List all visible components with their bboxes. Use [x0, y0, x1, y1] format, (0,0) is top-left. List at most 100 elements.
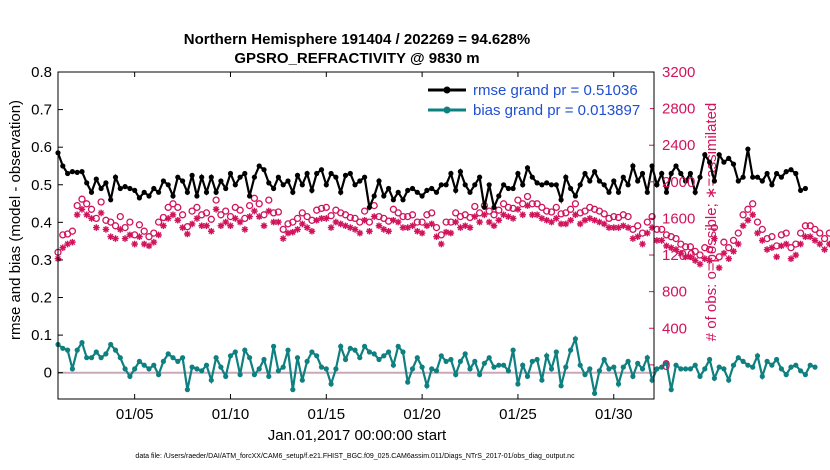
rmse-point	[386, 185, 392, 192]
rmse-point	[136, 195, 142, 201]
obs-assimilated-point	[605, 224, 613, 231]
obs-possible-point	[250, 194, 259, 202]
obs-assimilated-point	[452, 218, 459, 226]
rmse-point	[759, 178, 765, 184]
bias-point	[247, 355, 253, 361]
obs-assimilated-point	[313, 216, 321, 224]
obs-possible-point	[686, 243, 695, 251]
obs-assimilated-point	[529, 211, 536, 219]
rmse-point	[745, 146, 751, 152]
obs-assimilated-point	[476, 218, 483, 226]
y-left-tick-label: 0.2	[31, 290, 52, 307]
bias-point	[357, 355, 363, 361]
bias-point	[318, 364, 325, 370]
bias-point	[515, 381, 521, 387]
obs-assimilated-point	[69, 238, 76, 246]
rmse-point	[247, 193, 253, 199]
bias-point	[687, 366, 694, 372]
rmse-point	[505, 185, 511, 192]
obs-possible-point	[634, 222, 642, 230]
rmse-point	[208, 174, 214, 180]
chart-subtitle: GPSRO_REFRACTIVITY @ 9830 m	[234, 50, 479, 67]
obs-possible-point	[452, 209, 460, 217]
x-tick-label: 01/20	[403, 406, 441, 423]
obs-assimilated-point	[744, 216, 752, 224]
obs-possible-point	[389, 205, 398, 213]
obs-assimilated-point	[730, 248, 737, 255]
rmse-point	[572, 193, 579, 199]
obs-possible-point	[538, 203, 546, 212]
obs-possible-point	[681, 243, 690, 251]
obs-assimilated-point	[107, 233, 115, 241]
obs-assimilated-point	[687, 253, 694, 261]
obs-possible-point	[471, 202, 479, 211]
rmse-point	[151, 185, 157, 192]
rmse-point	[371, 193, 377, 199]
obs-possible-point	[68, 227, 77, 235]
rmse-point	[798, 187, 804, 193]
obs-assimilated-point	[481, 211, 488, 219]
obs-assimilated-point	[203, 222, 210, 230]
rmse-point	[328, 170, 334, 177]
obs-assimilated-point	[682, 253, 689, 261]
obs-assimilated-point	[351, 226, 359, 233]
rmse-point	[524, 165, 531, 171]
obs-possible-point	[274, 208, 283, 216]
bias-point	[764, 358, 770, 364]
bias-point	[505, 368, 511, 374]
obs-assimilated-point	[145, 242, 153, 250]
rmse-point	[778, 174, 785, 180]
rmse-point	[366, 204, 372, 210]
obs-possible-point	[734, 229, 742, 237]
bias-point	[558, 383, 564, 389]
obs-assimilated-point	[701, 255, 709, 262]
rmse-point	[539, 182, 545, 188]
ticks-layer: 01/05 01/10 01/15 01/20 01/25 01/30 0 0.1 0.2 0.3…	[31, 64, 695, 423]
obs-assimilated-point	[471, 213, 479, 220]
obs-assimilated-point	[83, 211, 91, 219]
obs-assimilated-point	[442, 228, 450, 236]
rmse-point	[170, 193, 176, 199]
obs-assimilated-point	[385, 227, 392, 235]
bias-point	[108, 341, 114, 348]
rmse-point	[553, 182, 559, 188]
rmse-point	[93, 176, 99, 182]
rmse-point	[160, 178, 166, 184]
obs-possible-point	[289, 218, 297, 226]
obs-possible-point	[739, 211, 747, 219]
bias-point	[261, 356, 267, 363]
obs-possible-point	[816, 229, 824, 237]
obs-possible-point	[303, 212, 311, 221]
obs-assimilated-point	[409, 222, 416, 230]
rmse-point	[381, 193, 387, 199]
rmse-point	[740, 174, 746, 180]
obs-assimilated-point	[88, 215, 95, 222]
rmse-point	[716, 152, 722, 158]
x-tick-label: 01/10	[212, 406, 250, 423]
obs-possible-point	[413, 218, 421, 226]
bias-point	[256, 366, 262, 372]
bias-point	[745, 362, 751, 368]
obs-possible-point	[499, 200, 508, 208]
rmse-point	[510, 185, 516, 192]
obs-possible-point	[715, 253, 723, 261]
bias-point	[65, 347, 71, 353]
obs-possible-point	[135, 221, 144, 229]
legend-rmse-marker	[443, 86, 451, 94]
obs-assimilated-point	[399, 224, 407, 231]
rmse-point	[457, 169, 463, 175]
bias-point	[386, 349, 392, 355]
rmse-point	[304, 170, 310, 177]
rmse-point	[596, 178, 603, 184]
bias-point	[194, 366, 200, 372]
rmse-point	[122, 184, 128, 190]
bias-point	[294, 355, 301, 361]
obs-possible-point	[825, 229, 830, 237]
bias-point	[180, 355, 186, 361]
bias-point	[151, 362, 157, 368]
rmse-point	[678, 170, 684, 177]
obs-assimilated-point	[749, 211, 756, 219]
obs-assimilated-point	[112, 235, 119, 242]
rmse-point	[735, 178, 741, 184]
